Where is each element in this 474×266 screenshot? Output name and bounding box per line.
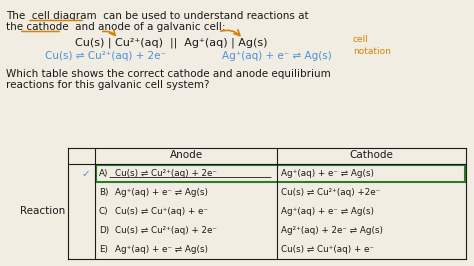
Text: Ag⁺(aq) + e⁻ ⇌ Ag(s): Ag⁺(aq) + e⁻ ⇌ Ag(s): [115, 188, 208, 197]
Text: Ag⁺(aq) + e⁻ ⇌ Ag(s): Ag⁺(aq) + e⁻ ⇌ Ag(s): [115, 245, 208, 254]
Text: A): A): [99, 169, 109, 178]
Text: Cu(s) | Cu²⁺(aq)  ||  Ag⁺(aq) | Ag(s): Cu(s) | Cu²⁺(aq) || Ag⁺(aq) | Ag(s): [75, 37, 267, 48]
Text: cell
notation: cell notation: [353, 35, 391, 56]
Text: Cathode: Cathode: [349, 150, 393, 160]
Text: Which table shows the correct cathode and anode equilibrium: Which table shows the correct cathode an…: [6, 69, 331, 79]
Text: C): C): [99, 207, 109, 216]
Text: Ag⁺(aq) + e⁻ ⇌ Ag(s): Ag⁺(aq) + e⁻ ⇌ Ag(s): [222, 51, 332, 61]
Text: reactions for this galvanic cell system?: reactions for this galvanic cell system?: [6, 80, 210, 90]
Text: The  cell diagram  can be used to understand reactions at: The cell diagram can be used to understa…: [6, 11, 309, 21]
Text: Ag⁺(aq) + e⁻ ⇌ Ag(s): Ag⁺(aq) + e⁻ ⇌ Ag(s): [281, 207, 374, 216]
Text: Cu(s) ⇌ Cu²⁺(aq) +2e⁻: Cu(s) ⇌ Cu²⁺(aq) +2e⁻: [281, 188, 380, 197]
Text: Ag⁺(aq) + e⁻ ⇌ Ag(s): Ag⁺(aq) + e⁻ ⇌ Ag(s): [281, 169, 374, 178]
Text: Cu(s) ⇌ Cu⁺(aq) + e⁻: Cu(s) ⇌ Cu⁺(aq) + e⁻: [281, 245, 374, 254]
Text: the cathode  and anode of a galvanic cell:: the cathode and anode of a galvanic cell…: [6, 22, 226, 32]
Text: Cu(s) ⇌ Cu²⁺(aq) + 2e⁻: Cu(s) ⇌ Cu²⁺(aq) + 2e⁻: [115, 169, 217, 178]
Text: Cu(s) ⇌ Cu⁺(aq) + e⁻: Cu(s) ⇌ Cu⁺(aq) + e⁻: [115, 207, 208, 216]
Text: Cu(s) ⇌ Cu²⁺(aq) + 2e⁻: Cu(s) ⇌ Cu²⁺(aq) + 2e⁻: [45, 51, 166, 61]
Text: Anode: Anode: [169, 150, 202, 160]
Text: Reaction: Reaction: [20, 206, 65, 217]
Text: ✓: ✓: [82, 168, 91, 178]
Text: D): D): [99, 226, 109, 235]
Text: Ag²⁺(aq) + 2e⁻ ⇌ Ag(s): Ag²⁺(aq) + 2e⁻ ⇌ Ag(s): [281, 226, 383, 235]
Text: B): B): [99, 188, 109, 197]
Text: E): E): [99, 245, 108, 254]
Text: Cu(s) ⇌ Cu²⁺(aq) + 2e⁻: Cu(s) ⇌ Cu²⁺(aq) + 2e⁻: [115, 226, 217, 235]
